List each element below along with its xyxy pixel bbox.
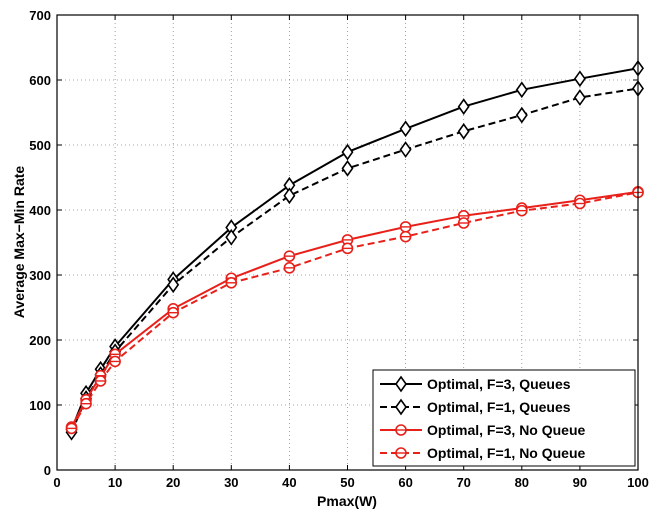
y-tick-label: 200 [29,333,51,348]
legend-label-0: Optimal, F=3, Queues [427,376,571,392]
data-point [457,98,470,116]
legend-entry-1: Optimal, F=1, Queues [380,398,571,416]
x-tick-label: 0 [53,475,60,490]
y-tick-label: 400 [29,203,51,218]
legend-label-1: Optimal, F=1, Queues [427,399,571,415]
y-tick-label: 300 [29,268,51,283]
x-tick-label: 70 [456,475,470,490]
legend-marker-0 [395,375,407,393]
data-point [341,143,354,161]
y-tick-label: 700 [29,8,51,23]
data-point [573,89,586,106]
data-point [399,141,412,158]
y-tick-label: 0 [44,463,51,478]
x-tick-label: 80 [515,475,529,490]
x-tick-label: 50 [340,475,354,490]
x-tick-label: 20 [166,475,180,490]
x-tick-label: 30 [224,475,238,490]
legend-box [372,369,636,467]
x-tick-label: 100 [627,475,649,490]
legend-entry-2: Optimal, F=3, No Queue [380,422,586,438]
ticks: 0 10 20 30 40 50 60 70 80 90 100 0 100 200 300 400 500 60… [29,8,649,490]
series-3 [65,186,644,435]
legend-swatch-1 [380,398,422,416]
legend-swatch-3 [380,447,422,459]
x-tick-label: 10 [108,475,122,490]
x-axis-title: Pmax(W) [317,493,377,509]
legend-label-3: Optimal, F=1, No Queue [427,445,586,461]
legend-marker-1 [395,398,407,416]
data-point [225,228,238,246]
legend-label-2: Optimal, F=3, No Queue [427,422,586,438]
x-tick-label: 90 [573,475,587,490]
y-tick-label: 100 [29,398,51,413]
data-point [167,276,180,294]
grid [57,15,638,470]
data-point [341,160,354,177]
data-point [515,81,528,99]
legend-swatch-2 [380,424,422,436]
legend-entry-0: Optimal, F=3, Queues [380,375,571,393]
data-point [573,70,586,88]
data-point [283,187,296,205]
legend: Optimal, F=3, Queues Optimal, F=1, Queue… [372,369,636,467]
data-point [457,122,470,140]
y-axis-title: Average Max−Min Rate [11,166,27,319]
legend-swatch-0 [380,375,422,393]
x-tick-label: 40 [282,475,296,490]
data-point [399,120,412,138]
y-tick-label: 600 [29,73,51,88]
y-tick-label: 500 [29,138,51,153]
x-tick-label: 60 [398,475,412,490]
data-point [515,106,528,124]
legend-entry-3: Optimal, F=1, No Queue [380,445,586,461]
